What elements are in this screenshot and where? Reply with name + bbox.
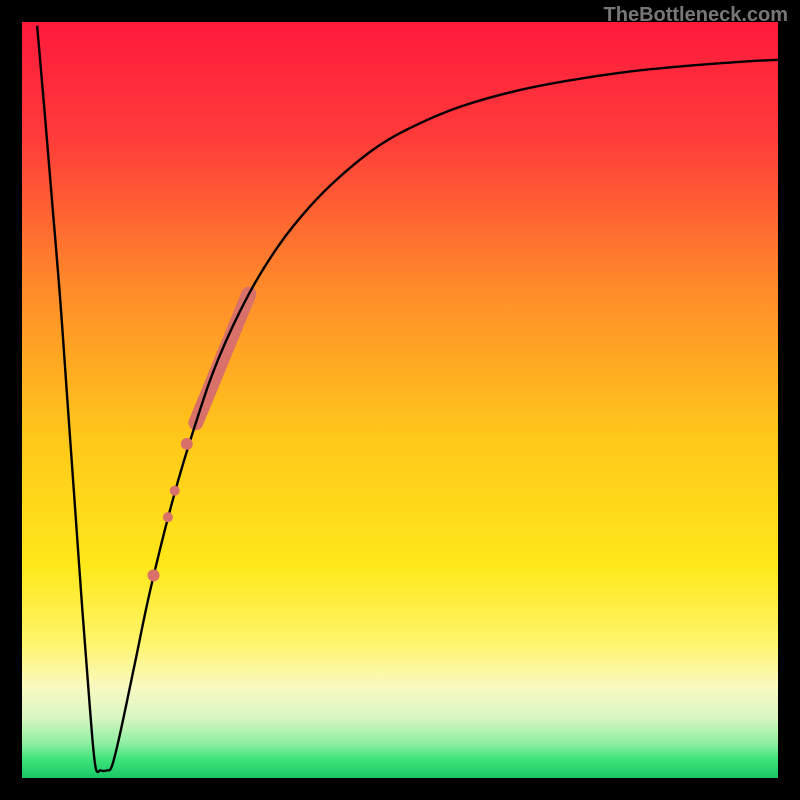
watermark-text: TheBottleneck.com <box>604 4 788 27</box>
chart-container: TheBottleneck.com <box>0 0 800 800</box>
bottleneck-curve-chart <box>0 0 800 800</box>
